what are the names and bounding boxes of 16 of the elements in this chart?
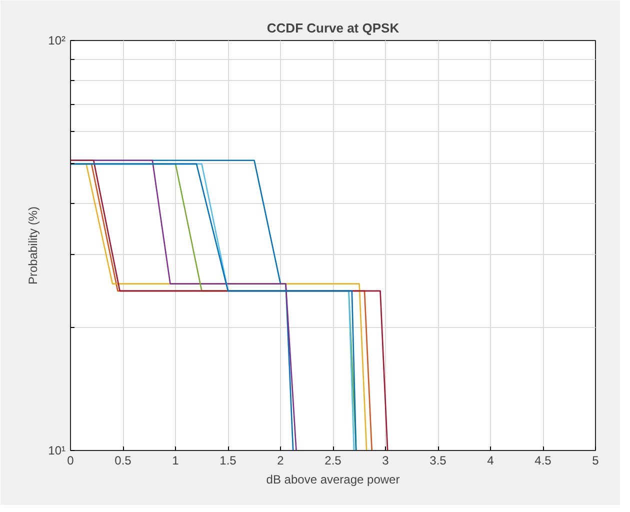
x-tick-label: 4	[487, 454, 494, 468]
x-tick-label: 0	[67, 454, 74, 468]
x-tick-label: 1	[172, 454, 180, 468]
x-tick-label: 0.5	[114, 454, 132, 468]
x-tick-label: 2.5	[324, 454, 342, 468]
x-tick-label: 3.5	[430, 454, 447, 468]
x-axis-title: dB above average power	[266, 472, 400, 486]
x-tick-label: 3	[382, 454, 390, 468]
chart-title: CCDF Curve at QPSK	[266, 20, 400, 36]
y-tick-label: 10¹	[48, 444, 66, 458]
x-tick-label: 2	[277, 454, 284, 468]
x-tick-label: 1.5	[220, 454, 237, 468]
y-axis-title: Probability (%)	[26, 206, 40, 285]
x-tick-label: 4.5	[534, 454, 552, 468]
y-tick-label: 10²	[48, 34, 66, 48]
x-tick-label: 5	[592, 454, 600, 468]
